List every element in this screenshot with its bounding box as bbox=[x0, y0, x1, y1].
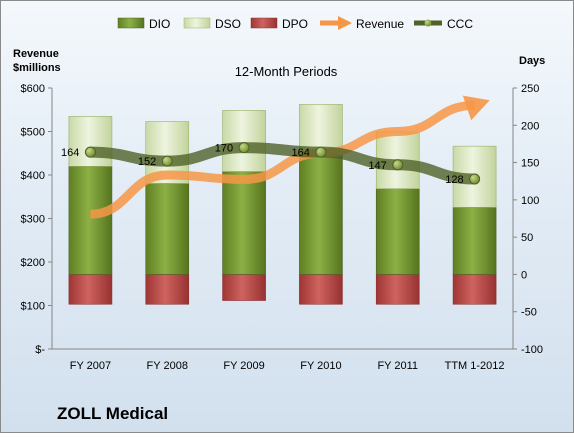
right-tick-label: -50 bbox=[521, 307, 537, 319]
x-tick-label: FY 2007 bbox=[70, 360, 111, 372]
right-tick-label: 150 bbox=[521, 158, 539, 170]
legend-item-dpo: DPO bbox=[251, 17, 308, 31]
legend-item-dio: DIO bbox=[118, 17, 170, 31]
chart-title: 12-Month Periods bbox=[235, 64, 338, 79]
bar-dpo bbox=[69, 274, 112, 304]
bar-dio bbox=[69, 166, 112, 274]
ccc-data-label: 147 bbox=[368, 160, 386, 172]
bar-dio bbox=[223, 172, 266, 275]
legend-arrow-revenue bbox=[338, 16, 352, 30]
ccc-point bbox=[470, 174, 480, 184]
legend-label-revenue: Revenue bbox=[356, 17, 404, 31]
x-tick-label: FY 2008 bbox=[147, 360, 188, 372]
legend-label-dio: DIO bbox=[149, 17, 170, 31]
left-axis-title-line2: $millions bbox=[13, 62, 61, 74]
legend-item-revenue: Revenue bbox=[320, 16, 404, 31]
right-tick-label: 250 bbox=[521, 83, 539, 95]
right-axis-ticks: -100 -50 0 50 100 150 200 250 bbox=[513, 83, 543, 356]
legend-marker-ccc bbox=[425, 20, 432, 27]
bar-dpo bbox=[299, 274, 342, 304]
left-tick-label: $400 bbox=[21, 170, 45, 182]
left-tick-label: $200 bbox=[21, 257, 45, 269]
legend: DIO DSO DPO Revenue CCC bbox=[118, 16, 473, 31]
ccc-data-label: 170 bbox=[215, 143, 233, 155]
x-tick-label: FY 2011 bbox=[377, 360, 418, 372]
legend-swatch-dio bbox=[118, 18, 144, 28]
right-tick-label: 0 bbox=[521, 269, 527, 281]
right-tick-label: -100 bbox=[521, 344, 543, 356]
ccc-data-label: 128 bbox=[445, 174, 463, 186]
bar-dpo bbox=[453, 274, 496, 304]
right-tick-label: 50 bbox=[521, 232, 533, 244]
x-tick-label: TTM 1-2012 bbox=[445, 360, 505, 372]
ccc-data-label: 152 bbox=[138, 156, 156, 168]
bar-dio bbox=[453, 207, 496, 274]
plot-area bbox=[52, 88, 513, 349]
x-axis-labels: FY 2007 FY 2008 FY 2009 FY 2010 FY 2011 TTM 1… bbox=[70, 360, 505, 372]
legend-swatch-dpo bbox=[251, 18, 277, 28]
right-tick-label: 100 bbox=[521, 195, 539, 207]
ccc-data-label: 164 bbox=[292, 147, 310, 159]
left-axis-ticks: $- $100 $200 $300 $400 $500 $600 bbox=[21, 83, 52, 356]
left-axis-title-line1: Revenue bbox=[13, 48, 59, 60]
right-axis-title: Days bbox=[519, 55, 545, 67]
ccc-point bbox=[85, 147, 95, 157]
ccc-data-label: 164 bbox=[61, 147, 79, 159]
bar-dio bbox=[146, 183, 189, 274]
legend-label-dpo: DPO bbox=[282, 17, 308, 31]
legend-item-dso: DSO bbox=[184, 17, 241, 31]
ccc-point bbox=[316, 147, 326, 157]
x-tick-label: FY 2009 bbox=[223, 360, 264, 372]
legend-item-ccc: CCC bbox=[414, 17, 473, 31]
left-tick-label: $500 bbox=[21, 127, 45, 139]
x-tick-label: FY 2010 bbox=[300, 360, 341, 372]
bar-series bbox=[69, 104, 496, 304]
left-tick-label: $300 bbox=[21, 214, 45, 226]
ccc-point bbox=[162, 156, 172, 166]
left-tick-label: $600 bbox=[21, 83, 45, 95]
legend-label-ccc: CCC bbox=[447, 17, 473, 31]
ccc-point bbox=[393, 160, 403, 170]
bar-dpo bbox=[223, 274, 266, 300]
bar-dpo bbox=[376, 274, 419, 304]
right-tick-label: 200 bbox=[521, 120, 539, 132]
left-tick-label: $- bbox=[35, 344, 45, 356]
legend-label-dso: DSO bbox=[215, 17, 241, 31]
bar-dpo bbox=[146, 274, 189, 304]
bar-dio bbox=[376, 189, 419, 275]
legend-swatch-dso bbox=[184, 18, 210, 28]
company-name: ZOLL Medical bbox=[57, 404, 168, 423]
left-tick-label: $100 bbox=[21, 301, 45, 313]
bar-dso bbox=[223, 110, 266, 171]
bar-dio bbox=[299, 155, 342, 274]
ccc-point bbox=[239, 143, 249, 153]
